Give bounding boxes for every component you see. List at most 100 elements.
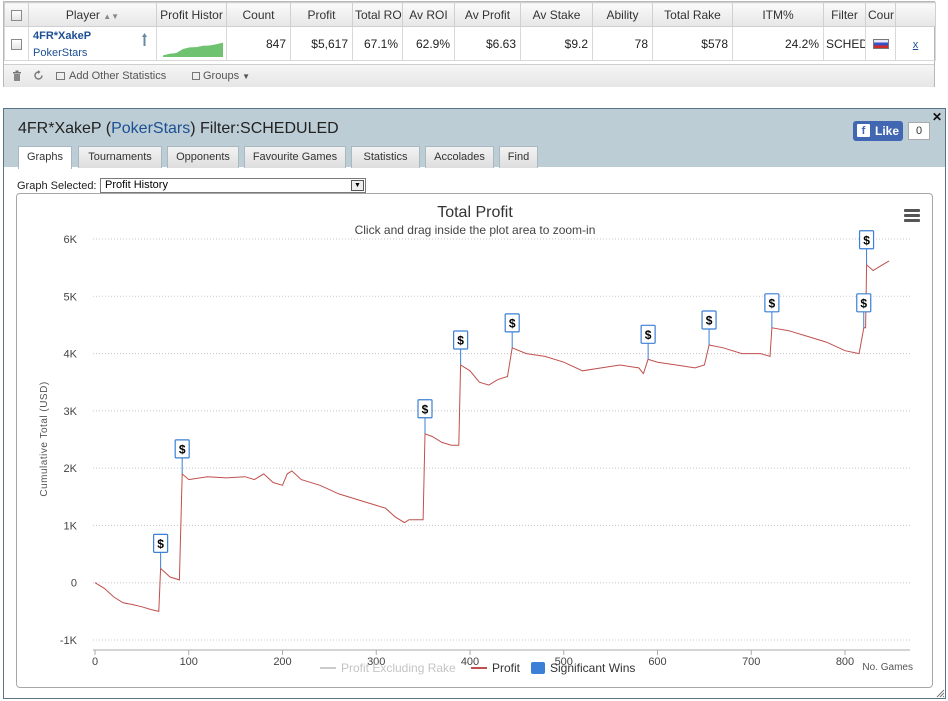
significant-win-marker[interactable]: $ bbox=[764, 293, 780, 328]
groups-icon bbox=[192, 72, 200, 80]
total-rake-cell: $578 bbox=[652, 26, 733, 61]
total-roi-cell: 67.1% bbox=[352, 26, 403, 61]
site-name-link[interactable]: PokerStars bbox=[33, 47, 88, 59]
svg-text:$: $ bbox=[457, 334, 464, 348]
stats-header-row: Player ▲▼ Profit Histor Count Profit Tot… bbox=[4, 2, 936, 27]
significant-win-marker[interactable]: $ bbox=[640, 324, 656, 360]
significant-win-marker[interactable]: $ bbox=[504, 313, 520, 348]
col-header-profit[interactable]: Profit bbox=[290, 2, 353, 27]
tab-graphs[interactable]: Graphs bbox=[18, 146, 72, 169]
filter-cell: SCHED bbox=[823, 26, 866, 61]
resize-grip-icon[interactable] bbox=[935, 688, 945, 698]
significant-win-marker[interactable]: $ bbox=[153, 533, 169, 569]
av-roi-cell: 62.9% bbox=[402, 26, 455, 61]
count-cell: 847 bbox=[226, 26, 291, 61]
significant-win-marker[interactable]: $ bbox=[856, 293, 872, 328]
col-header-player[interactable]: Player ▲▼ bbox=[28, 2, 157, 27]
panel-title-site-link[interactable]: PokerStars bbox=[111, 120, 191, 137]
row-checkbox[interactable] bbox=[11, 38, 22, 50]
panel-header: 4FR*XakeP (PokerStars) Filter:SCHEDULED … bbox=[4, 109, 945, 169]
profit-history-cell bbox=[156, 26, 227, 61]
col-header-remove bbox=[895, 2, 936, 27]
sort-icon: ▲▼ bbox=[103, 11, 120, 21]
legend-item-profit-excluding-rake[interactable]: Profit Excluding Rake bbox=[320, 661, 456, 675]
y-tick-label: 0 bbox=[71, 578, 77, 590]
tab-accolades[interactable]: Accolades bbox=[425, 146, 494, 168]
svg-text:Significant Wins: Significant Wins bbox=[550, 661, 635, 675]
select-all-checkbox-cell[interactable] bbox=[4, 2, 29, 27]
chart-container[interactable]: Total Profit Click and drag inside the pl… bbox=[16, 193, 933, 688]
y-tick-label: 2K bbox=[64, 463, 78, 475]
col-header-total-rake[interactable]: Total Rake bbox=[652, 2, 733, 27]
tab-tournaments[interactable]: Tournaments bbox=[78, 146, 162, 168]
col-header-itm[interactable]: ITM% bbox=[732, 2, 824, 27]
significant-win-marker[interactable]: $ bbox=[453, 330, 469, 366]
tab-find[interactable]: Find bbox=[499, 146, 538, 168]
svg-text:$: $ bbox=[179, 442, 186, 456]
svg-text:$: $ bbox=[863, 233, 870, 247]
note-icon[interactable] bbox=[141, 33, 148, 46]
player-detail-panel: 4FR*XakeP (PokerStars) Filter:SCHEDULED … bbox=[3, 108, 946, 699]
graph-select-dropdown[interactable]: Profit History ▼ bbox=[100, 178, 366, 193]
col-header-ability[interactable]: Ability bbox=[592, 2, 653, 27]
stats-table: Player ▲▼ Profit Histor Count Profit Tot… bbox=[4, 2, 936, 61]
x-tick-label: 700 bbox=[742, 656, 760, 668]
total-profit-chart[interactable]: Total Profit Click and drag inside the pl… bbox=[17, 194, 934, 689]
significant-win-marker[interactable]: $ bbox=[174, 439, 190, 474]
col-header-av-roi[interactable]: Av ROI bbox=[402, 2, 455, 27]
svg-text:$: $ bbox=[509, 316, 516, 330]
svg-text:$: $ bbox=[769, 296, 776, 310]
col-header-total-roi[interactable]: Total RO bbox=[352, 2, 403, 27]
x-tick-label: 500 bbox=[555, 656, 573, 668]
x-tick-label: 0 bbox=[92, 656, 98, 668]
panel-title: 4FR*XakeP (PokerStars) Filter:SCHEDULED bbox=[18, 120, 339, 137]
x-tick-label: 300 bbox=[367, 656, 385, 668]
col-header-av-stake[interactable]: Av Stake bbox=[520, 2, 593, 27]
y-tick-label: 1K bbox=[64, 520, 78, 532]
y-tick-label: -1K bbox=[60, 635, 78, 647]
chevron-down-icon[interactable]: ▼ bbox=[351, 180, 364, 191]
col-header-profit-history[interactable]: Profit Histor bbox=[156, 2, 227, 27]
significant-win-marker[interactable]: $ bbox=[701, 310, 717, 345]
country-cell bbox=[865, 26, 896, 61]
x-tick-label: 100 bbox=[180, 656, 198, 668]
series-line-profit[interactable] bbox=[94, 260, 890, 613]
chart-menu-icon[interactable] bbox=[904, 209, 920, 222]
add-other-statistics-button[interactable]: Add Other Statistics bbox=[56, 70, 166, 82]
player-cell: 4FR*XakeP PokerStars bbox=[28, 26, 157, 61]
col-header-count[interactable]: Count bbox=[226, 2, 291, 27]
row-checkbox-cell[interactable] bbox=[4, 26, 29, 61]
legend-item-significant-wins[interactable]: Significant Wins bbox=[531, 661, 635, 675]
svg-text:$: $ bbox=[645, 328, 652, 342]
col-header-av-profit[interactable]: Av Profit bbox=[454, 2, 521, 27]
stats-panel: Player ▲▼ Profit Histor Count Profit Tot… bbox=[3, 1, 936, 87]
significant-win-marker[interactable]: $ bbox=[858, 230, 875, 265]
col-header-filter[interactable]: Filter bbox=[823, 2, 866, 27]
like-count: 0 bbox=[908, 122, 930, 140]
close-icon[interactable]: ✕ bbox=[931, 110, 942, 124]
tab-opponents[interactable]: Opponents bbox=[167, 146, 239, 168]
y-tick-label: 4K bbox=[64, 349, 78, 361]
av-stake-cell: $9.2 bbox=[520, 26, 593, 61]
chart-title: Total Profit bbox=[437, 204, 513, 221]
legend-item-profit[interactable]: Profit bbox=[471, 661, 521, 675]
facebook-like-button[interactable]: f Like bbox=[853, 121, 903, 141]
tab-statistics[interactable]: Statistics bbox=[351, 146, 420, 168]
profit-sparkline bbox=[163, 42, 223, 57]
table-row: 4FR*XakeP PokerStars 847 $5,617 67.1% 62… bbox=[4, 26, 936, 61]
remove-cell: x bbox=[895, 26, 936, 61]
trash-icon[interactable] bbox=[12, 70, 22, 84]
refresh-icon[interactable] bbox=[33, 70, 44, 84]
y-tick-label: 3K bbox=[64, 406, 78, 418]
groups-dropdown[interactable]: Groups ▼ bbox=[192, 70, 250, 82]
select-all-checkbox[interactable] bbox=[11, 9, 22, 21]
chart-subtitle: Click and drag inside the plot area to z… bbox=[355, 223, 596, 237]
facebook-icon: f bbox=[857, 124, 870, 137]
svg-text:$: $ bbox=[157, 537, 164, 551]
tab-favourite-games[interactable]: Favourite Games bbox=[244, 146, 346, 168]
remove-row-link[interactable]: x bbox=[912, 38, 919, 51]
col-header-country[interactable]: Cour bbox=[865, 2, 896, 27]
significant-win-marker[interactable]: $ bbox=[417, 399, 433, 434]
player-name-link[interactable]: 4FR*XakeP bbox=[33, 30, 92, 42]
country-flag-icon bbox=[872, 39, 889, 50]
